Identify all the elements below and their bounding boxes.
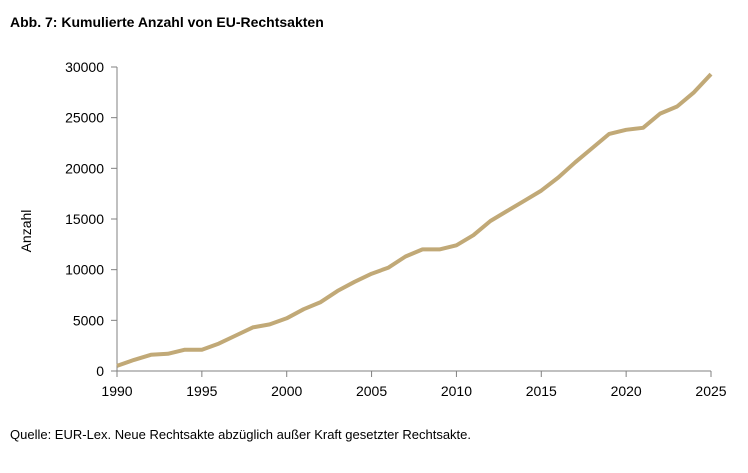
y-axis: 0 5000 10000 15000 20000 25000 30000 (65, 59, 118, 379)
y-tick-label: 15000 (65, 211, 104, 227)
y-tick-label: 5000 (73, 312, 104, 328)
x-tick-label: 2010 (441, 383, 472, 399)
x-tick-label: 1990 (101, 383, 132, 399)
x-tick-label: 2000 (271, 383, 302, 399)
x-tick-label: 1995 (186, 383, 217, 399)
line-chart: 0 5000 10000 15000 20000 25000 30000 1990 1995 2… (18, 59, 727, 399)
plot-area (116, 72, 713, 368)
y-tick-label: 10000 (65, 262, 104, 278)
y-tick-label: 25000 (65, 110, 104, 126)
series-line-0 (116, 72, 713, 368)
y-tick-label: 30000 (65, 59, 104, 75)
x-tick-label: 2015 (526, 383, 557, 399)
y-tick-label: 0 (96, 363, 104, 379)
chart-title: Abb. 7: Kumulierte Anzahl von EU-Rechtsa… (10, 14, 324, 30)
y-axis-label: Anzahl (18, 210, 34, 253)
x-tick-label: 2005 (356, 383, 387, 399)
y-tick-label: 20000 (65, 160, 104, 176)
source-note: Quelle: EUR-Lex. Neue Rechtsakte abzügli… (10, 427, 471, 442)
x-tick-label: 2025 (695, 383, 726, 399)
x-tick-label: 2020 (611, 383, 642, 399)
x-axis: 1990 1995 2000 2005 2010 2015 2020 2025 (101, 370, 727, 399)
